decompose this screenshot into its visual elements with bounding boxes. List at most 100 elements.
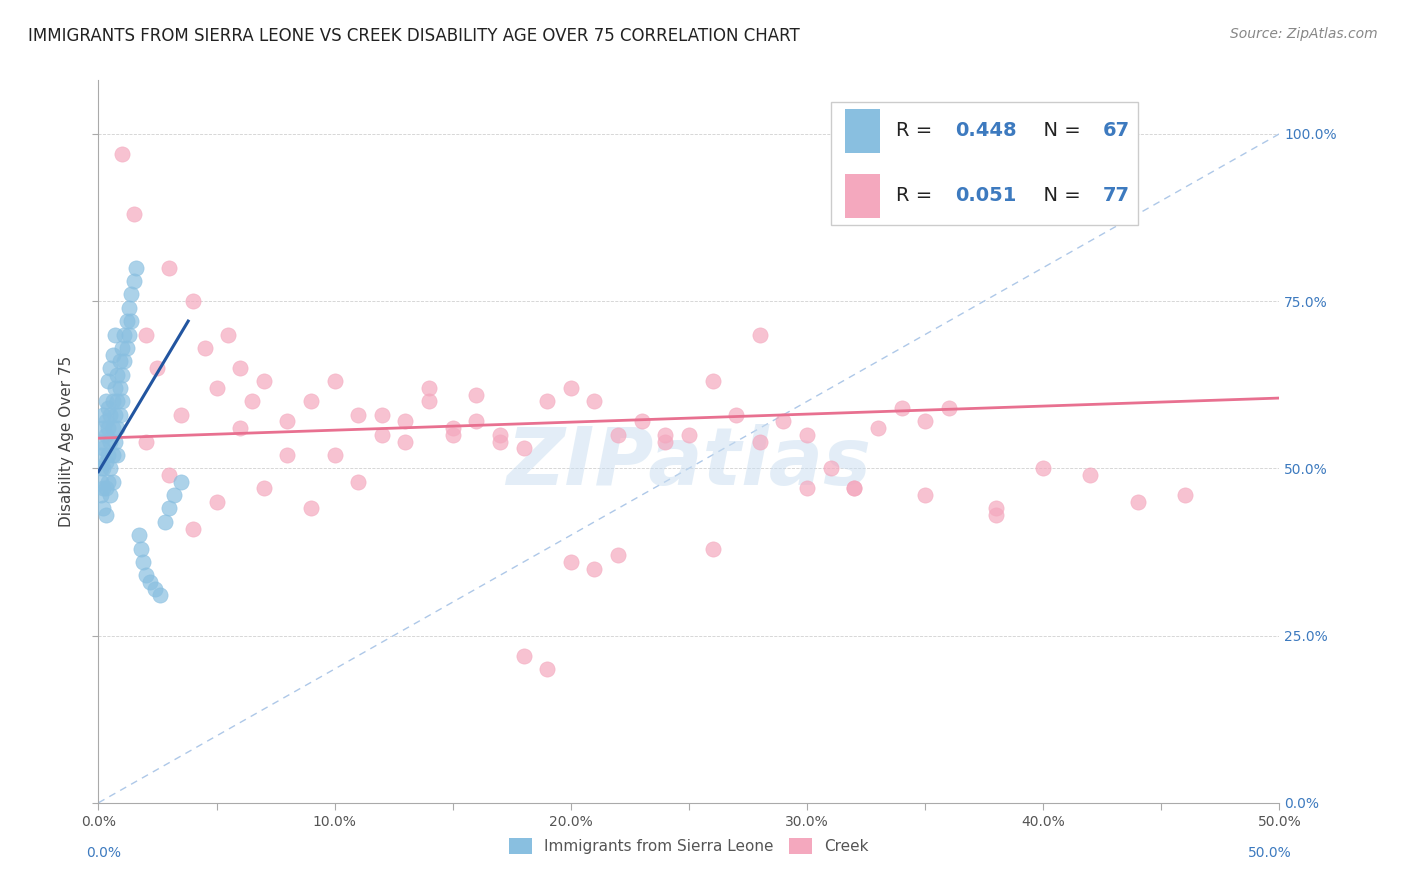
- Point: [111, 341, 134, 355]
- Point: [91, 461, 114, 475]
- Point: [465, 414, 488, 429]
- Point: [560, 381, 582, 395]
- FancyBboxPatch shape: [845, 174, 880, 218]
- Point: [94, 394, 117, 409]
- Point: [654, 427, 676, 442]
- Point: [866, 421, 889, 435]
- Point: [129, 541, 152, 556]
- Point: [97, 375, 120, 389]
- Point: [112, 354, 135, 368]
- Point: [299, 501, 322, 516]
- Point: [94, 455, 117, 469]
- Point: [101, 421, 124, 435]
- Point: [984, 501, 1007, 516]
- Point: [441, 427, 464, 442]
- Point: [91, 408, 114, 422]
- Point: [938, 401, 960, 416]
- Point: [98, 361, 121, 376]
- Point: [702, 375, 724, 389]
- Point: [97, 401, 120, 416]
- Point: [394, 414, 416, 429]
- Point: [128, 528, 150, 542]
- Point: [536, 394, 558, 409]
- Point: [91, 501, 114, 516]
- Point: [418, 381, 440, 395]
- Point: [583, 562, 606, 576]
- Point: [98, 461, 121, 475]
- Point: [654, 434, 676, 449]
- Point: [91, 421, 114, 435]
- Point: [108, 354, 131, 368]
- Point: [111, 394, 134, 409]
- Point: [796, 427, 818, 442]
- Point: [153, 515, 176, 529]
- Text: 67: 67: [1102, 121, 1129, 140]
- Point: [371, 408, 394, 422]
- Point: [253, 482, 276, 496]
- Point: [105, 421, 128, 435]
- Y-axis label: Disability Age Over 75: Disability Age Over 75: [59, 356, 75, 527]
- Point: [702, 541, 724, 556]
- Point: [104, 327, 127, 342]
- Point: [229, 361, 252, 376]
- Point: [914, 414, 936, 429]
- Point: [536, 662, 558, 676]
- Point: [149, 589, 172, 603]
- Point: [418, 394, 440, 409]
- Point: [170, 408, 193, 422]
- Point: [135, 568, 157, 582]
- FancyBboxPatch shape: [831, 102, 1137, 225]
- Point: [276, 414, 298, 429]
- Point: [90, 448, 112, 462]
- Point: [111, 368, 134, 382]
- Point: [890, 401, 912, 416]
- Point: [157, 260, 180, 275]
- Point: [104, 381, 127, 395]
- Point: [143, 582, 166, 596]
- Point: [844, 482, 866, 496]
- Point: [748, 434, 770, 449]
- Point: [725, 408, 748, 422]
- Point: [163, 488, 186, 502]
- Point: [489, 427, 512, 442]
- Point: [299, 394, 322, 409]
- Point: [984, 508, 1007, 523]
- Point: [98, 408, 121, 422]
- Point: [118, 327, 141, 342]
- Point: [914, 488, 936, 502]
- Point: [122, 207, 145, 221]
- Text: 0.448: 0.448: [955, 121, 1017, 140]
- Point: [105, 394, 128, 409]
- Text: ZIPatlas: ZIPatlas: [506, 425, 872, 502]
- Point: [97, 475, 120, 489]
- Point: [371, 427, 394, 442]
- Point: [194, 341, 217, 355]
- Point: [132, 555, 155, 569]
- Point: [205, 381, 228, 395]
- Point: [105, 448, 128, 462]
- Text: N =: N =: [1032, 186, 1087, 205]
- Point: [146, 361, 169, 376]
- Point: [101, 475, 124, 489]
- Point: [607, 548, 630, 563]
- Point: [101, 448, 124, 462]
- Text: 0.0%: 0.0%: [87, 847, 121, 860]
- Point: [772, 414, 794, 429]
- Point: [347, 475, 370, 489]
- Point: [1080, 467, 1102, 482]
- Point: [97, 421, 120, 435]
- Text: N =: N =: [1032, 121, 1087, 140]
- Point: [97, 448, 120, 462]
- Point: [1032, 461, 1054, 475]
- Point: [181, 294, 204, 309]
- Point: [125, 260, 148, 275]
- Point: [118, 301, 141, 315]
- Point: [489, 434, 512, 449]
- Point: [1174, 488, 1197, 502]
- Point: [122, 274, 145, 288]
- Point: [90, 434, 112, 449]
- Point: [347, 408, 370, 422]
- Point: [139, 575, 162, 590]
- Point: [135, 434, 157, 449]
- Point: [104, 408, 127, 422]
